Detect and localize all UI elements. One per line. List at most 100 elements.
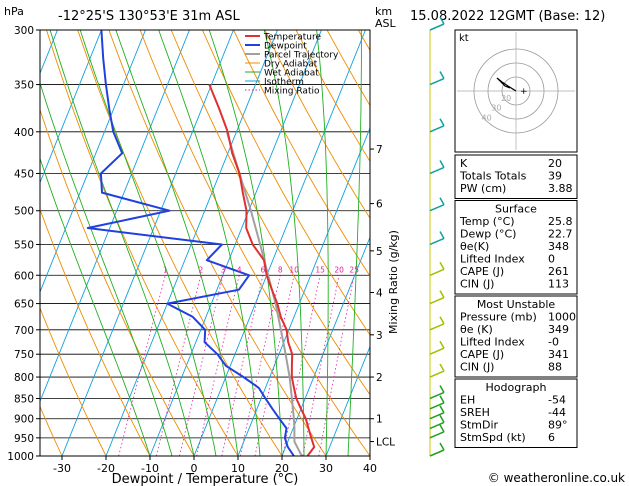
legend-entry: Wet Adiabat xyxy=(264,69,319,79)
mixing-ratio-label: 1 xyxy=(163,265,168,274)
surface-value: 113 xyxy=(548,278,569,291)
hodograph-ring-label: 20 xyxy=(501,94,511,103)
wind-barb-icon xyxy=(439,363,445,372)
series-layer xyxy=(86,30,316,456)
legend-entry: Mixing Ratio xyxy=(264,87,320,97)
plot-frame xyxy=(39,29,371,457)
index-label: Totals Totals xyxy=(459,170,527,183)
storm-motion-icon: + xyxy=(520,87,528,97)
pressure-tick-label: 1000 xyxy=(7,451,34,463)
hodograph-stat-label: StmDir xyxy=(460,419,499,432)
hodograph-stat-value: -44 xyxy=(548,406,566,419)
legend-entry: Temperature xyxy=(263,33,321,43)
isotherm-line xyxy=(325,345,370,456)
pressure-tick-label: 900 xyxy=(14,414,34,426)
hodograph-stat-value: 6 xyxy=(548,431,555,444)
pressure-tick-label: 500 xyxy=(14,206,34,218)
surface-label: CAPE (J) xyxy=(460,265,504,278)
wind-barb-icon xyxy=(429,204,445,212)
mixing-ratio-axis-label: Mixing Ratio (g/kg) xyxy=(387,230,400,334)
pressure-tick-label: 550 xyxy=(14,239,34,251)
dry-adiabat-line xyxy=(201,30,370,336)
surface-label: θe(K) xyxy=(460,240,489,253)
wind-barb-icon xyxy=(439,405,445,414)
wind-barb-icon xyxy=(429,421,445,430)
dry-adiabat-line xyxy=(170,30,370,396)
pressure-tick-label: 700 xyxy=(14,325,34,337)
wind-barb-icon xyxy=(429,268,445,276)
wind-profile xyxy=(429,16,445,457)
datetime-title: 15.08.2022 12GMT (Base: 12) xyxy=(410,9,605,24)
km-tick-label: 5 xyxy=(376,246,383,258)
wind-barb-icon xyxy=(439,197,445,206)
pressure-tick-label: 950 xyxy=(14,433,34,445)
hodograph-stat-value: 89° xyxy=(548,419,568,432)
most-unstable-value: 88 xyxy=(548,361,562,374)
km-tick-label: 7 xyxy=(376,144,383,156)
dewpoint-line xyxy=(86,30,295,456)
wind-barb-icon xyxy=(439,316,445,325)
mixing-ratio-label: 8 xyxy=(278,265,283,274)
asl-label: ASL xyxy=(375,17,397,30)
wind-barb-icon xyxy=(439,160,445,168)
wind-barb-icon xyxy=(439,118,445,127)
wind-barb-icon xyxy=(429,237,445,246)
wind-barb-icon xyxy=(429,77,445,86)
mixing-ratio-label: 15 xyxy=(315,265,325,274)
km-tick-label: 1 xyxy=(376,414,383,426)
dry-adiabat-line xyxy=(577,30,629,456)
wind-barb-icon xyxy=(439,16,445,25)
pressure-tick-label: 650 xyxy=(14,299,34,311)
pressure-tick-label: 850 xyxy=(14,393,34,405)
hodograph-kt-label: kt xyxy=(459,33,469,44)
isotherm-line xyxy=(61,30,234,456)
pressure-tick-label: 400 xyxy=(14,127,34,139)
wind-barb-icon xyxy=(439,340,445,349)
mixing-ratio-line xyxy=(221,275,264,456)
index-value: 20 xyxy=(548,157,562,170)
dry-adiabat-line xyxy=(233,30,370,277)
wind-barb-icon xyxy=(429,370,445,378)
most-unstable-value: 341 xyxy=(548,348,569,361)
index-value: 3.88 xyxy=(548,182,573,195)
mixing-ratio-line xyxy=(282,275,321,456)
pressure-tick-label: 450 xyxy=(14,168,34,180)
hodograph-stats-table xyxy=(454,378,578,448)
surface-table xyxy=(454,200,578,295)
legend-entry: Dry Adiabat xyxy=(264,60,318,70)
surface-value: 25.8 xyxy=(548,215,573,228)
wind-barb-icon xyxy=(429,125,445,133)
surface-value: 261 xyxy=(548,265,569,278)
isotherm-line xyxy=(193,30,366,456)
wind-barb-icon xyxy=(429,23,445,31)
mixing-ratio-label: 20 xyxy=(334,265,344,274)
wind-barb-icon xyxy=(429,449,445,457)
km-tick-label: 2 xyxy=(376,372,383,384)
wind-barb-icon xyxy=(439,231,445,239)
temperature-tick-label: 20 xyxy=(275,462,289,475)
dry-adiabat-line xyxy=(46,30,239,456)
most-unstable-label: Pressure (mb) xyxy=(460,311,537,324)
mixing-ratio-label: 25 xyxy=(349,265,359,274)
pressure-tick-label: 600 xyxy=(14,270,34,282)
most-unstable-value: 1000 xyxy=(548,311,576,324)
mixing-ratio-line xyxy=(196,275,240,456)
most-unstable-table xyxy=(454,295,578,378)
isotherm-line xyxy=(40,30,190,403)
dry-adiabat-line xyxy=(264,30,370,220)
pressure-tick-label: 750 xyxy=(14,349,34,361)
legend-entry: Isotherm xyxy=(264,78,304,88)
axes-layer: 1 2 3 4 6 8 10 15 20 2530035040045050055060065070… xyxy=(7,25,395,475)
wet-adiabat-line xyxy=(347,30,362,456)
mixing-ratio-line xyxy=(239,275,281,456)
most-unstable-value: 349 xyxy=(548,323,569,336)
wet-adiabat-line xyxy=(208,30,283,456)
km-tick-label: 6 xyxy=(376,199,383,211)
km-tick-label: LCL xyxy=(376,437,395,449)
wet-adiabat-line xyxy=(40,157,151,456)
wind-barb-icon xyxy=(429,296,445,305)
pressure-tick-label: 800 xyxy=(14,372,34,384)
mixing-ratio-label: 10 xyxy=(289,265,299,274)
mixing-ratio-line xyxy=(318,275,355,456)
